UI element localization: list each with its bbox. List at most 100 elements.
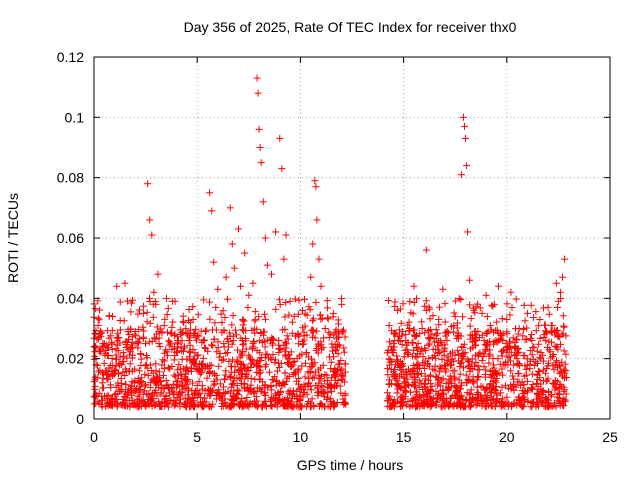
- data-point: [467, 386, 475, 394]
- x-tick-label: 0: [90, 429, 98, 445]
- data-point: [436, 363, 444, 371]
- data-point: [523, 335, 531, 343]
- data-point: [100, 359, 108, 367]
- data-point: [466, 367, 474, 375]
- data-point: [503, 393, 511, 401]
- data-point: [466, 322, 474, 330]
- data-point: [158, 361, 166, 369]
- data-point: [221, 314, 229, 322]
- x-tick-label: 15: [396, 429, 412, 445]
- data-point: [170, 345, 178, 353]
- data-point: [220, 340, 228, 348]
- data-point: [441, 318, 449, 326]
- data-point: [497, 389, 505, 397]
- data-point: [252, 393, 260, 401]
- data-point: [386, 392, 394, 400]
- data-point: [215, 353, 223, 361]
- data-point: [428, 330, 436, 338]
- data-point: [261, 310, 269, 318]
- data-point: [206, 361, 214, 369]
- data-point: [437, 364, 445, 372]
- data-point: [155, 339, 163, 347]
- data-point: [283, 332, 291, 340]
- data-point: [324, 315, 332, 323]
- data-point: [310, 315, 318, 323]
- data-point: [128, 391, 136, 399]
- data-point: [451, 375, 459, 383]
- data-point: [457, 296, 465, 304]
- data-point: [496, 360, 504, 368]
- data-point: [203, 374, 211, 382]
- data-point: [180, 342, 188, 350]
- data-point: [326, 395, 334, 403]
- data-point: [493, 318, 501, 326]
- data-point: [416, 330, 424, 338]
- x-tick-label: 10: [293, 429, 309, 445]
- data-point: [559, 312, 567, 320]
- data-point: [444, 353, 452, 361]
- data-point: [457, 385, 465, 393]
- data-point: [547, 392, 555, 400]
- data-point: [276, 301, 284, 309]
- data-point: [383, 365, 391, 373]
- data-point: [94, 314, 102, 322]
- data-point: [180, 318, 188, 326]
- data-point: [306, 306, 314, 314]
- data-point: [543, 365, 551, 373]
- data-point: [443, 357, 451, 365]
- y-tick-label: 0.04: [57, 290, 84, 306]
- data-point: [213, 348, 221, 356]
- data-point: [214, 338, 222, 346]
- data-point: [425, 355, 433, 363]
- data-point: [167, 329, 175, 337]
- data-point: [239, 321, 247, 329]
- data-point: [231, 326, 239, 334]
- data-point: [271, 390, 279, 398]
- data-point: [218, 357, 226, 365]
- data-point: [227, 362, 235, 370]
- data-point: [386, 358, 394, 366]
- data-point: [513, 349, 521, 357]
- data-point: [493, 326, 501, 334]
- y-tick-label: 0: [76, 411, 84, 427]
- data-point: [302, 359, 310, 367]
- data-point: [399, 300, 407, 308]
- data-point: [245, 351, 253, 359]
- data-point: [433, 373, 441, 381]
- data-point: [508, 304, 516, 312]
- data-point: [339, 395, 347, 403]
- data-point: [140, 302, 148, 310]
- data-point: [482, 345, 490, 353]
- data-point: [457, 358, 465, 366]
- data-point: [149, 313, 157, 321]
- data-point: [116, 353, 124, 361]
- data-point: [456, 362, 464, 370]
- data-point: [490, 361, 498, 369]
- data-point: [153, 392, 161, 400]
- data-point: [506, 357, 514, 365]
- data-point: [395, 326, 403, 334]
- data-point: [126, 360, 134, 368]
- data-point: [454, 346, 462, 354]
- data-point: [151, 297, 159, 305]
- y-tick-label: 0.02: [57, 351, 84, 367]
- data-point: [447, 323, 455, 331]
- data-point: [95, 316, 103, 324]
- data-point: [320, 377, 328, 385]
- data-point: [229, 337, 237, 345]
- data-point: [545, 338, 553, 346]
- data-point: [140, 327, 148, 335]
- data-point: [180, 347, 188, 355]
- data-point: [341, 368, 349, 376]
- data-point: [393, 352, 401, 360]
- data-point: [440, 361, 448, 369]
- data-point: [489, 354, 497, 362]
- data-point: [523, 324, 531, 332]
- data-point: [248, 356, 256, 364]
- data-point: [462, 371, 470, 379]
- data-point: [404, 321, 412, 329]
- data-point: [528, 351, 536, 359]
- data-point: [205, 298, 213, 306]
- data-point: [152, 360, 160, 368]
- data-point: [282, 298, 290, 306]
